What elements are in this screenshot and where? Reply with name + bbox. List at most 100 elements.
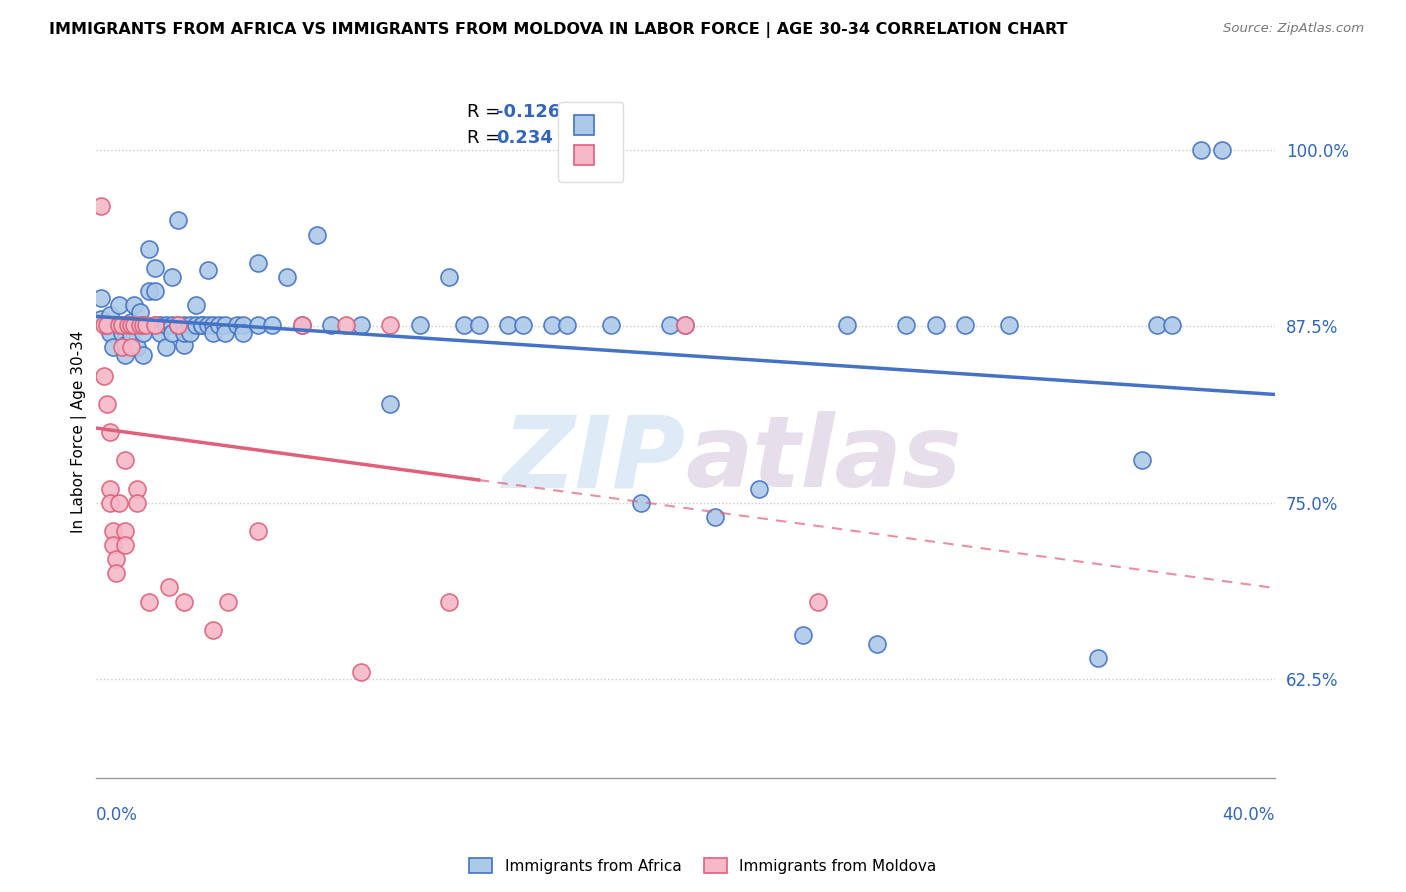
Legend: Immigrants from Africa, Immigrants from Moldova: Immigrants from Africa, Immigrants from … [464,852,942,880]
Point [160,326,183,341]
Point [276,269,298,284]
Point [135,318,157,332]
Point [232,318,254,332]
Point [173,594,195,608]
Point [114,538,136,552]
Text: 83: 83 [591,103,616,121]
Text: N =: N = [555,103,607,121]
Point [998,318,1021,332]
Point [167,318,190,332]
Point [111,318,134,332]
Point [132,347,155,361]
Point [114,524,136,538]
Point [143,284,166,298]
Point [125,318,148,332]
Point [117,318,139,332]
Point [925,318,948,332]
Point [541,318,564,332]
Point [1087,651,1109,665]
Point [190,318,212,332]
Point [214,326,236,341]
Point [108,298,131,312]
Point [202,318,225,332]
Point [439,594,461,608]
Point [160,318,183,332]
Point [120,327,142,342]
Point [90,312,112,326]
Point [748,482,770,496]
Point [114,453,136,467]
Point [208,318,231,332]
Point [132,326,155,341]
Point [98,425,121,440]
Point [953,318,976,332]
Text: R =: R = [467,103,506,121]
Point [214,318,236,332]
Point [114,337,136,351]
Point [143,318,166,332]
Text: -0.126: -0.126 [496,103,561,121]
Point [138,284,160,298]
Point [160,269,183,284]
Point [120,318,142,332]
Point [184,318,207,332]
Point [1146,318,1168,332]
Point [111,341,134,355]
Point [114,318,136,332]
Point [138,242,160,256]
Point [103,524,125,538]
Point [98,482,121,496]
Point [807,594,830,608]
Point [128,305,150,319]
Point [120,315,142,329]
Point [246,318,269,332]
Point [105,566,128,581]
Point [321,318,343,332]
Point [837,318,859,332]
Point [103,538,125,552]
Point [143,261,166,276]
Point [350,318,373,332]
Point [90,291,112,305]
Point [202,326,225,341]
Point [703,509,725,524]
Point [226,318,249,332]
Text: 43: 43 [591,129,616,147]
Point [439,269,461,284]
Point [98,308,121,322]
Point [114,347,136,361]
Y-axis label: In Labor Force | Age 30-34: In Labor Force | Age 30-34 [72,331,87,533]
Point [453,318,475,332]
Point [512,318,534,332]
Point [184,298,207,312]
Point [246,256,269,270]
Point [262,318,284,332]
Point [155,318,177,332]
Point [93,368,115,383]
Text: IMMIGRANTS FROM AFRICA VS IMMIGRANTS FROM MOLDOVA IN LABOR FORCE | AGE 30-34 COR: IMMIGRANTS FROM AFRICA VS IMMIGRANTS FRO… [49,22,1067,38]
Text: N =: N = [555,129,607,147]
Point [555,318,578,332]
Point [246,524,269,538]
Point [202,623,225,637]
Point [122,318,145,332]
Point [149,318,172,332]
Point [105,552,128,566]
Point [96,397,118,411]
Point [108,318,131,332]
Point [149,326,172,341]
Point [673,318,696,332]
Text: R =: R = [467,129,506,147]
Legend: , : , [558,103,623,182]
Point [305,227,328,242]
Point [128,318,150,332]
Point [120,341,142,355]
Text: 0.0%: 0.0% [96,805,138,823]
Point [217,594,239,608]
Point [1211,143,1233,157]
Point [108,318,131,332]
Point [630,496,652,510]
Point [132,318,155,332]
Point [111,326,134,341]
Text: ZIP: ZIP [502,411,685,508]
